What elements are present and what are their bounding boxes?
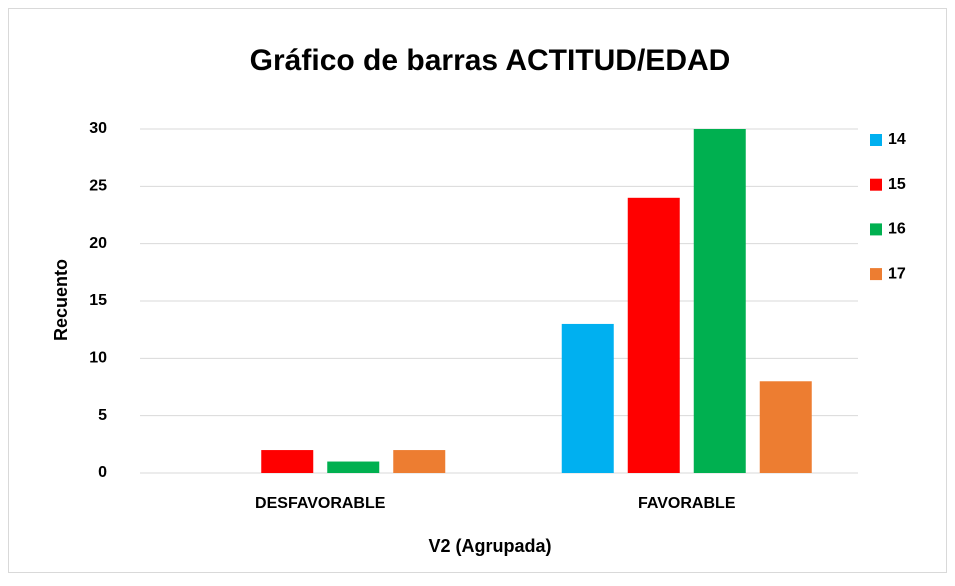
legend-swatch [870, 134, 882, 146]
bar [261, 450, 314, 473]
chart-title: Gráfico de barras ACTITUD/EDAD [250, 44, 731, 77]
y-tick-label: 10 [89, 350, 107, 367]
bar [393, 450, 446, 473]
y-tick-label: 15 [89, 292, 107, 309]
y-tick-label: 25 [89, 178, 107, 195]
y-tick-label: 20 [89, 235, 107, 252]
legend-label: 16 [888, 221, 906, 238]
bar [561, 323, 614, 473]
chart-border [8, 8, 947, 573]
y-tick-label: 5 [98, 407, 107, 424]
bar [693, 129, 746, 473]
legend-label: 17 [888, 265, 906, 282]
legend-swatch [870, 223, 882, 236]
bar [759, 381, 812, 473]
x-tick-label: FAVORABLE [638, 495, 736, 512]
y-tick-label: 0 [98, 464, 107, 481]
x-axis-label: V2 (Agrupada) [428, 536, 551, 556]
legend-swatch [870, 268, 882, 281]
x-tick-label: DESFAVORABLE [255, 495, 386, 512]
legend-label: 15 [888, 176, 906, 193]
y-axis-label: Recuento [51, 259, 71, 341]
legend-label: 14 [888, 131, 906, 148]
y-tick-label: 30 [89, 120, 107, 137]
bar [327, 461, 380, 473]
legend-swatch [870, 178, 882, 191]
bar [627, 197, 680, 474]
